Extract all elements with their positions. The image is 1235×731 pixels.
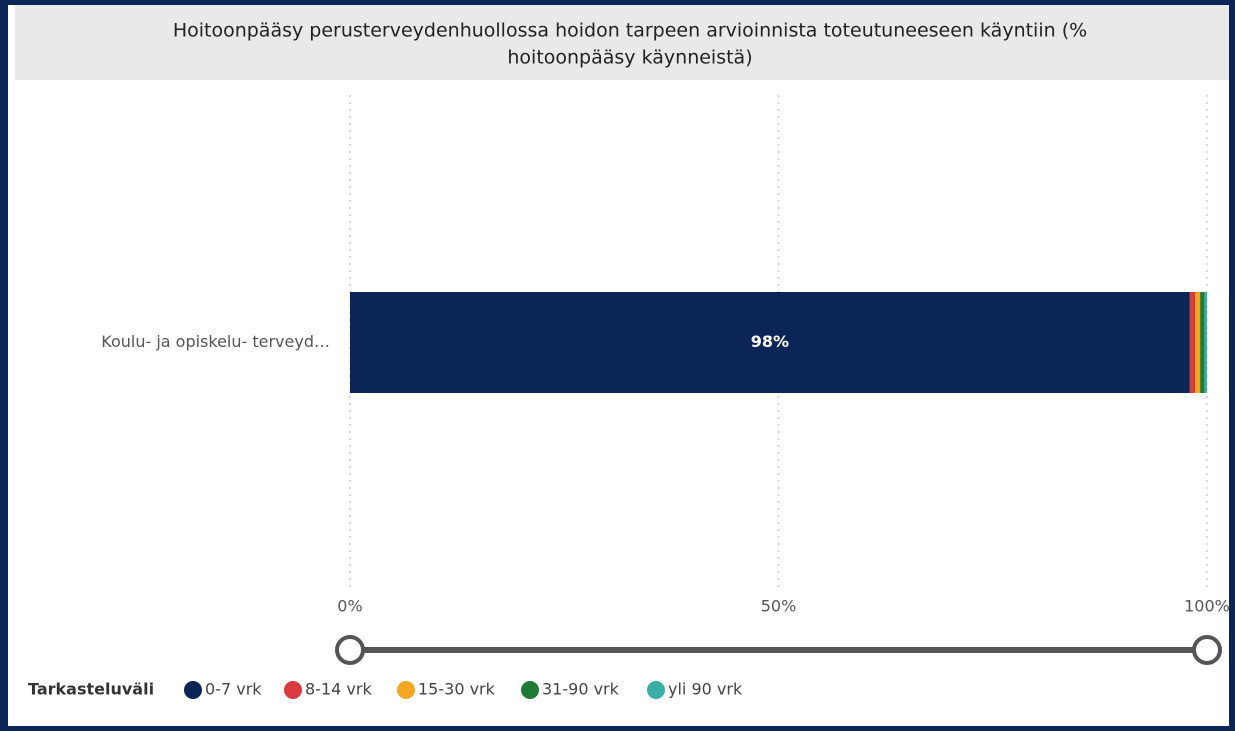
title-bar bbox=[15, 5, 1229, 80]
y-tick-label: Koulu- ja opiskelu- terveyd… bbox=[101, 332, 330, 351]
bar-segment bbox=[1200, 292, 1205, 393]
legend-title: Tarkasteluväli bbox=[28, 680, 154, 699]
x-tick-label: 100% bbox=[1184, 597, 1230, 616]
legend-marker bbox=[647, 681, 665, 699]
bar-segment bbox=[1189, 292, 1196, 393]
legend-label: yli 90 vrk bbox=[668, 680, 743, 699]
legend-marker bbox=[284, 681, 302, 699]
data-label: 98% bbox=[751, 332, 789, 351]
legend-label: 15-30 vrk bbox=[418, 680, 496, 699]
legend-label: 0-7 vrk bbox=[205, 680, 262, 699]
x-tick-label: 0% bbox=[337, 597, 362, 616]
bar-segment bbox=[350, 292, 1190, 393]
x-tick-label: 50% bbox=[761, 597, 797, 616]
bar-segment bbox=[1195, 292, 1201, 393]
bar-segment bbox=[1204, 292, 1207, 393]
range-slider-handle[interactable] bbox=[335, 635, 365, 665]
legend-label: 31-90 vrk bbox=[542, 680, 620, 699]
legend-marker bbox=[521, 681, 539, 699]
legend-label: 8-14 vrk bbox=[305, 680, 372, 699]
legend-marker bbox=[184, 681, 202, 699]
range-slider-handle[interactable] bbox=[1192, 635, 1222, 665]
chart-title: Hoitoonpääsy perusterveydenhuollossa hoi… bbox=[173, 20, 1087, 42]
chart-title: hoitoonpääsy käynneistä) bbox=[507, 47, 752, 69]
legend-marker bbox=[397, 681, 415, 699]
